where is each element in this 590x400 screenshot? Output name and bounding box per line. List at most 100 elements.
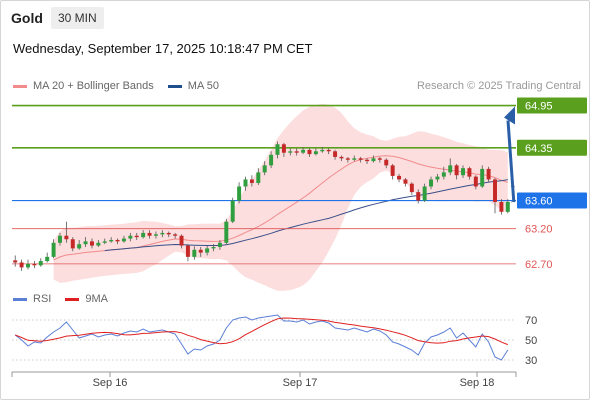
legend-9ma-label: 9MA <box>85 293 108 305</box>
candle <box>134 235 139 238</box>
candle <box>141 232 146 238</box>
x-axis-label: Sep 18 <box>460 377 495 389</box>
legend-9ma: 9MA <box>65 293 108 305</box>
candle <box>377 158 382 160</box>
legend-ma50-swatch <box>167 84 182 88</box>
rsi-line <box>14 314 509 361</box>
legend-rsi: RSI <box>13 293 51 305</box>
candle <box>38 261 43 266</box>
forecast-arrow-line <box>506 120 516 203</box>
candle <box>301 149 306 153</box>
candle <box>19 262 24 268</box>
candle <box>249 179 254 183</box>
legend-rsi-label: RSI <box>33 293 52 305</box>
candle <box>448 165 453 173</box>
candle <box>205 248 210 253</box>
candle <box>397 175 402 180</box>
candle <box>26 263 30 268</box>
candle <box>480 168 485 187</box>
chart-header: Gold 30 MIN <box>0 0 590 38</box>
legend-ma20-label: MA 20 + Bollinger Bands <box>33 80 154 92</box>
level-tag-64.35 <box>517 139 587 156</box>
candle <box>198 249 203 253</box>
candle <box>493 179 497 202</box>
candle <box>275 144 280 155</box>
candle <box>160 232 165 235</box>
candle <box>51 242 56 257</box>
candle <box>461 168 466 176</box>
candle <box>70 239 75 249</box>
timeframe-badge[interactable]: 30 MIN <box>51 7 104 29</box>
candle <box>64 235 69 240</box>
rsi-9ma-line <box>15 317 508 346</box>
candle <box>403 179 408 184</box>
legend-rsi-swatch <box>13 297 27 301</box>
candle <box>96 242 101 246</box>
candle <box>358 158 363 160</box>
candle <box>115 239 120 242</box>
candle <box>288 151 293 153</box>
candle <box>505 201 510 212</box>
rsi-legend: RSI 9MA <box>13 293 108 305</box>
level-tag-64.95 <box>517 97 587 114</box>
candle <box>230 200 235 222</box>
legend-ma50-label: MA 50 <box>187 80 219 92</box>
chart-datetime: Wednesday, September 17, 2025 10:18:47 P… <box>13 41 313 56</box>
candle <box>128 235 133 239</box>
candle <box>371 158 376 162</box>
rsi-tick-30: 30 <box>525 355 537 367</box>
candle <box>13 260 18 263</box>
candle <box>473 176 478 187</box>
candle <box>429 179 434 187</box>
level-label-62.70: 62.70 <box>525 259 553 271</box>
rsi-tick-50: 50 <box>525 335 537 347</box>
bollinger-band <box>53 103 508 291</box>
candle <box>185 245 190 257</box>
level-label-64.35: 64.35 <box>525 143 553 155</box>
candle <box>102 241 107 243</box>
candle <box>320 149 325 152</box>
candle <box>435 176 440 180</box>
candle <box>256 172 261 183</box>
candle <box>326 149 331 152</box>
price-legend: MA 20 + Bollinger Bands MA 50 <box>13 80 219 92</box>
candle <box>294 151 299 153</box>
candle <box>441 172 446 177</box>
rsi-tick-70: 70 <box>525 315 537 327</box>
candle <box>224 221 229 243</box>
candle <box>237 186 242 201</box>
ma50-line <box>104 179 508 252</box>
candle <box>384 159 389 166</box>
candle <box>422 186 427 201</box>
forecast-arrow-head <box>504 106 515 125</box>
candle <box>243 179 248 187</box>
candle <box>32 263 37 266</box>
candle <box>409 183 414 193</box>
candle <box>173 234 178 236</box>
candle <box>217 242 222 247</box>
candle <box>486 168 491 180</box>
candle <box>313 151 318 155</box>
candle <box>83 241 88 245</box>
candle <box>467 168 472 177</box>
candle <box>166 232 171 235</box>
candle <box>179 235 184 246</box>
legend-ma20: MA 20 + Bollinger Bands <box>13 80 154 92</box>
candle <box>352 158 357 160</box>
candle <box>390 165 395 176</box>
asset-title: Gold <box>11 10 43 26</box>
candle <box>365 159 370 162</box>
legend-ma50: MA 50 <box>167 80 219 92</box>
legend-9ma-swatch <box>65 297 80 301</box>
candle <box>147 232 152 236</box>
research-credit: Research © 2025 Trading Central <box>416 80 581 92</box>
candle <box>211 247 216 249</box>
candle <box>77 244 82 249</box>
candle <box>121 238 126 242</box>
candle <box>89 241 94 246</box>
x-axis-label: Sep 17 <box>283 377 318 389</box>
candle <box>499 201 504 212</box>
candle <box>345 158 350 160</box>
candle <box>454 165 459 176</box>
candle <box>269 154 274 166</box>
